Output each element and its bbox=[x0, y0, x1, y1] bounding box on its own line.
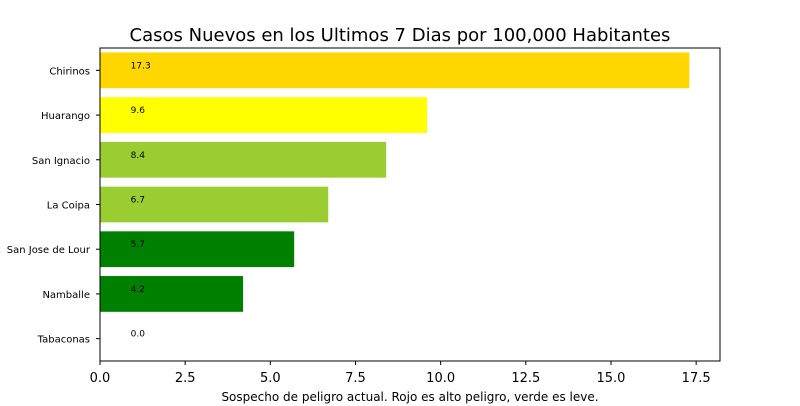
y-tick-label: La Coipa bbox=[47, 201, 90, 212]
y-tick-label: Huarango bbox=[41, 111, 90, 122]
x-axis-label: Sospecho de peligro actual. Rojo es alto… bbox=[221, 390, 598, 404]
bars-group bbox=[100, 52, 690, 312]
chart-title: Casos Nuevos en los Ultimos 7 Dias por 1… bbox=[130, 25, 671, 46]
data-label-san-ignacio: 8.4 bbox=[131, 151, 146, 161]
x-tick-label: 0.0 bbox=[90, 371, 111, 386]
data-label-san-jose-de-lour: 5.7 bbox=[131, 240, 145, 250]
x-tick-label: 2.5 bbox=[175, 371, 196, 386]
x-axis: 0.0 2.5 5.0 7.5 10.0 12.5 15.0 17.5 bbox=[90, 361, 711, 386]
bar-chirinos bbox=[100, 52, 690, 89]
x-tick-label: 12.5 bbox=[511, 371, 540, 386]
data-label-tabaconas: 0.0 bbox=[131, 330, 146, 340]
bar-la-coipa bbox=[100, 186, 329, 223]
bar-san-jose-de-lour bbox=[100, 231, 295, 268]
bar-san-ignacio bbox=[100, 141, 387, 178]
data-label-la-coipa: 6.7 bbox=[131, 196, 145, 206]
y-tick-label: San Ignacio bbox=[32, 156, 90, 167]
data-labels-group: 17.3 9.6 8.4 6.7 5.7 4.2 0.0 bbox=[131, 61, 151, 339]
y-tick-label: Chirinos bbox=[49, 66, 90, 77]
x-tick-label: 17.5 bbox=[682, 371, 711, 386]
data-label-chirinos: 17.3 bbox=[131, 61, 151, 71]
y-tick-label: Tabaconas bbox=[37, 335, 90, 346]
y-axis: Chirinos Huarango San Ignacio La Coipa San J… bbox=[7, 66, 100, 346]
y-tick-label: Namballe bbox=[42, 290, 90, 301]
x-tick-label: 15.0 bbox=[597, 371, 626, 386]
y-tick-label: San Jose de Lour bbox=[7, 245, 91, 256]
x-tick-label: 7.5 bbox=[345, 371, 366, 386]
x-tick-label: 10.0 bbox=[426, 371, 455, 386]
data-label-huarango: 9.6 bbox=[131, 106, 146, 116]
data-label-namballe: 4.2 bbox=[131, 285, 145, 295]
bar-namballe bbox=[100, 276, 244, 312]
bar-huarango bbox=[100, 97, 428, 133]
x-tick-label: 5.0 bbox=[260, 371, 281, 386]
